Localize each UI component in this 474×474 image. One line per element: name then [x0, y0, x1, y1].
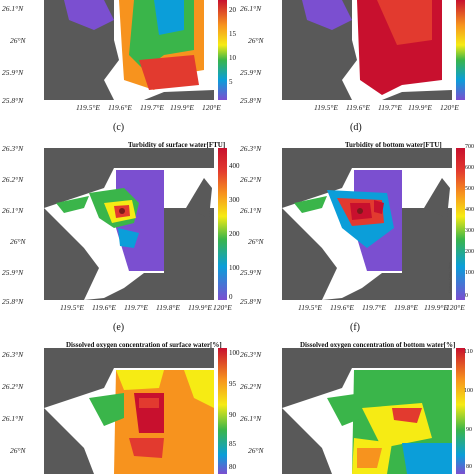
lon-tick: 119.9°E — [424, 303, 448, 312]
colorbar-tick: 200 — [465, 249, 474, 255]
panel-title: Dissolved oxygen concentration of bottom… — [300, 341, 456, 349]
lon-tick: 120°E — [202, 103, 221, 112]
colorbar-tick: 200 — [229, 230, 240, 238]
lat-tick: 26.2°N — [240, 175, 262, 184]
colorbar-f — [456, 148, 465, 300]
lon-tick: 119.7°E — [124, 303, 148, 312]
lat-tick: 26.2°N — [240, 382, 262, 391]
map-top-right — [282, 0, 452, 100]
lon-tick: 119.8°E — [156, 303, 180, 312]
lat-tick: 26.3°N — [240, 144, 262, 153]
lat-tick: 25.9°N — [2, 68, 24, 77]
colorbar-tick: 85 — [229, 440, 236, 448]
lon-tick: 119.6°E — [330, 303, 354, 312]
lat-tick: 25.9°N — [2, 268, 24, 277]
panel-label: (d) — [350, 122, 362, 133]
colorbar-tick: 15 — [229, 30, 236, 38]
lon-tick: 119.9°E — [170, 103, 194, 112]
lon-tick: 119.8°E — [394, 303, 418, 312]
lon-tick: 119.9°E — [188, 303, 212, 312]
lon-tick: 119.7°E — [362, 303, 386, 312]
colorbar-tick: 400 — [465, 207, 474, 213]
lat-tick: 26.3°N — [240, 350, 262, 359]
lat-tick: 25.9°N — [240, 68, 262, 77]
map-h — [282, 348, 452, 474]
lat-tick: 26.2°N — [2, 175, 24, 184]
colorbar-tick: 300 — [229, 196, 240, 204]
panel-label: (c) — [113, 122, 125, 133]
colorbar-tick: 110 — [464, 349, 473, 355]
panel-title: Dissolved oxygen concentration of surfac… — [66, 341, 222, 349]
lat-tick: 25.8°N — [2, 297, 24, 306]
odv-watermark: Ocean Data View — [209, 262, 214, 294]
lon-tick: 119.6°E — [108, 103, 132, 112]
lat-tick: 26.2°N — [2, 382, 24, 391]
colorbar-tick: 100 — [229, 349, 240, 357]
colorbar-tick: 600 — [465, 165, 474, 171]
lon-tick: 119.5°E — [60, 303, 84, 312]
panel-label: (e) — [113, 322, 125, 333]
lat-tick: 25.9°N — [240, 268, 262, 277]
colorbar-tick: 80 — [229, 463, 236, 471]
lat-tick: 26.1°N — [240, 414, 262, 423]
lat-tick: 26.1°N — [2, 414, 24, 423]
lon-tick: 119.7°E — [378, 103, 402, 112]
lat-tick: 26°N — [248, 446, 264, 455]
colorbar-tick: 80 — [466, 464, 472, 470]
lat-tick: 26.3°N — [2, 144, 24, 153]
colorbar-tick: 700 — [465, 144, 474, 150]
lon-tick: 119.6°E — [92, 303, 116, 312]
colorbar-tick: 0 — [465, 293, 468, 299]
colorbar-g — [218, 348, 227, 474]
lat-tick: 26°N — [248, 237, 264, 246]
lat-tick: 26.3°N — [2, 350, 24, 359]
lat-tick: 25.8°N — [2, 96, 24, 105]
colorbar-top-left — [218, 0, 227, 100]
colorbar-tick: 5 — [229, 78, 233, 86]
lat-tick: 26°N — [10, 36, 26, 45]
lon-tick: 120°E — [213, 303, 232, 312]
colorbar-tick: 400 — [229, 162, 240, 170]
lon-tick: 119.5°E — [76, 103, 100, 112]
map-e — [44, 148, 214, 300]
colorbar-e — [218, 148, 227, 300]
lat-tick: 26°N — [10, 237, 26, 246]
colorbar-tick: 90 — [229, 411, 236, 419]
colorbar-top-right — [456, 0, 465, 100]
lon-tick: 120°E — [440, 103, 459, 112]
lon-tick: 119.9°E — [408, 103, 432, 112]
map-f — [282, 148, 452, 300]
colorbar-h — [456, 348, 465, 474]
lat-tick: 25.8°N — [240, 297, 262, 306]
colorbar-tick: 20 — [229, 6, 236, 14]
lat-tick: 26.1°N — [2, 206, 24, 215]
map-g — [44, 348, 214, 474]
colorbar-tick: 300 — [465, 228, 474, 234]
odv-watermark: Ocean Data View — [447, 262, 452, 294]
colorbar-tick: 90 — [466, 427, 472, 433]
colorbar-tick: 10 — [229, 54, 236, 62]
lat-tick: 26°N — [248, 36, 264, 45]
panel-label: (f) — [350, 322, 360, 333]
lon-tick: 119.7°E — [140, 103, 164, 112]
colorbar-tick: 0 — [229, 293, 233, 301]
lat-tick: 26.1°N — [240, 206, 262, 215]
colorbar-tick: 100 — [229, 264, 240, 272]
lat-tick: 25.8°N — [240, 96, 262, 105]
lon-tick: 119.5°E — [314, 103, 338, 112]
panel-title: Turbidity of surface water[FTU] — [128, 141, 226, 149]
lat-tick: 26.1°N — [240, 4, 262, 13]
colorbar-tick: 500 — [465, 186, 474, 192]
lat-tick: 26°N — [10, 446, 26, 455]
colorbar-tick: 100 — [465, 270, 474, 276]
lat-tick: 26.1°N — [2, 4, 24, 13]
lon-tick: 119.6°E — [346, 103, 370, 112]
panel-title: Turbidity of bottom water[FTU] — [345, 141, 442, 149]
colorbar-tick: 95 — [229, 380, 236, 388]
colorbar-tick: 100 — [464, 388, 473, 394]
map-top-left — [44, 0, 214, 100]
lon-tick: 120°E — [446, 303, 465, 312]
lon-tick: 119.5°E — [298, 303, 322, 312]
